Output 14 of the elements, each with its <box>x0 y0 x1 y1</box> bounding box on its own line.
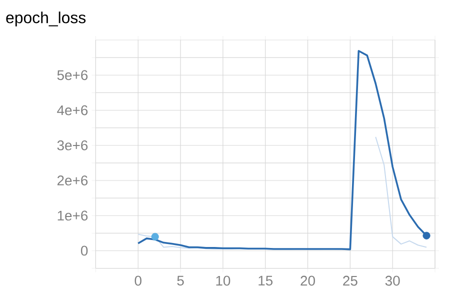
y-tick-label: 1e+6 <box>58 210 88 221</box>
x-tick-label: 15 <box>258 276 273 286</box>
chart-title: epoch_loss <box>6 12 86 26</box>
x-tick-label: 20 <box>300 276 315 286</box>
y-tick-label: 0 <box>80 246 88 256</box>
y-tick-label: 2e+6 <box>57 176 88 186</box>
y-tick-label: 4e+6 <box>57 105 88 116</box>
x-tick-label: 25 <box>343 276 358 286</box>
x-tick-label: 10 <box>216 276 230 286</box>
x-tick-label: 30 <box>385 276 400 286</box>
y-tick-label: 5e+6 <box>57 70 88 80</box>
x-tick-label: 5 <box>177 276 184 286</box>
y-tick-label: 3e+6 <box>57 140 88 150</box>
x-tick-label: 0 <box>134 276 142 286</box>
